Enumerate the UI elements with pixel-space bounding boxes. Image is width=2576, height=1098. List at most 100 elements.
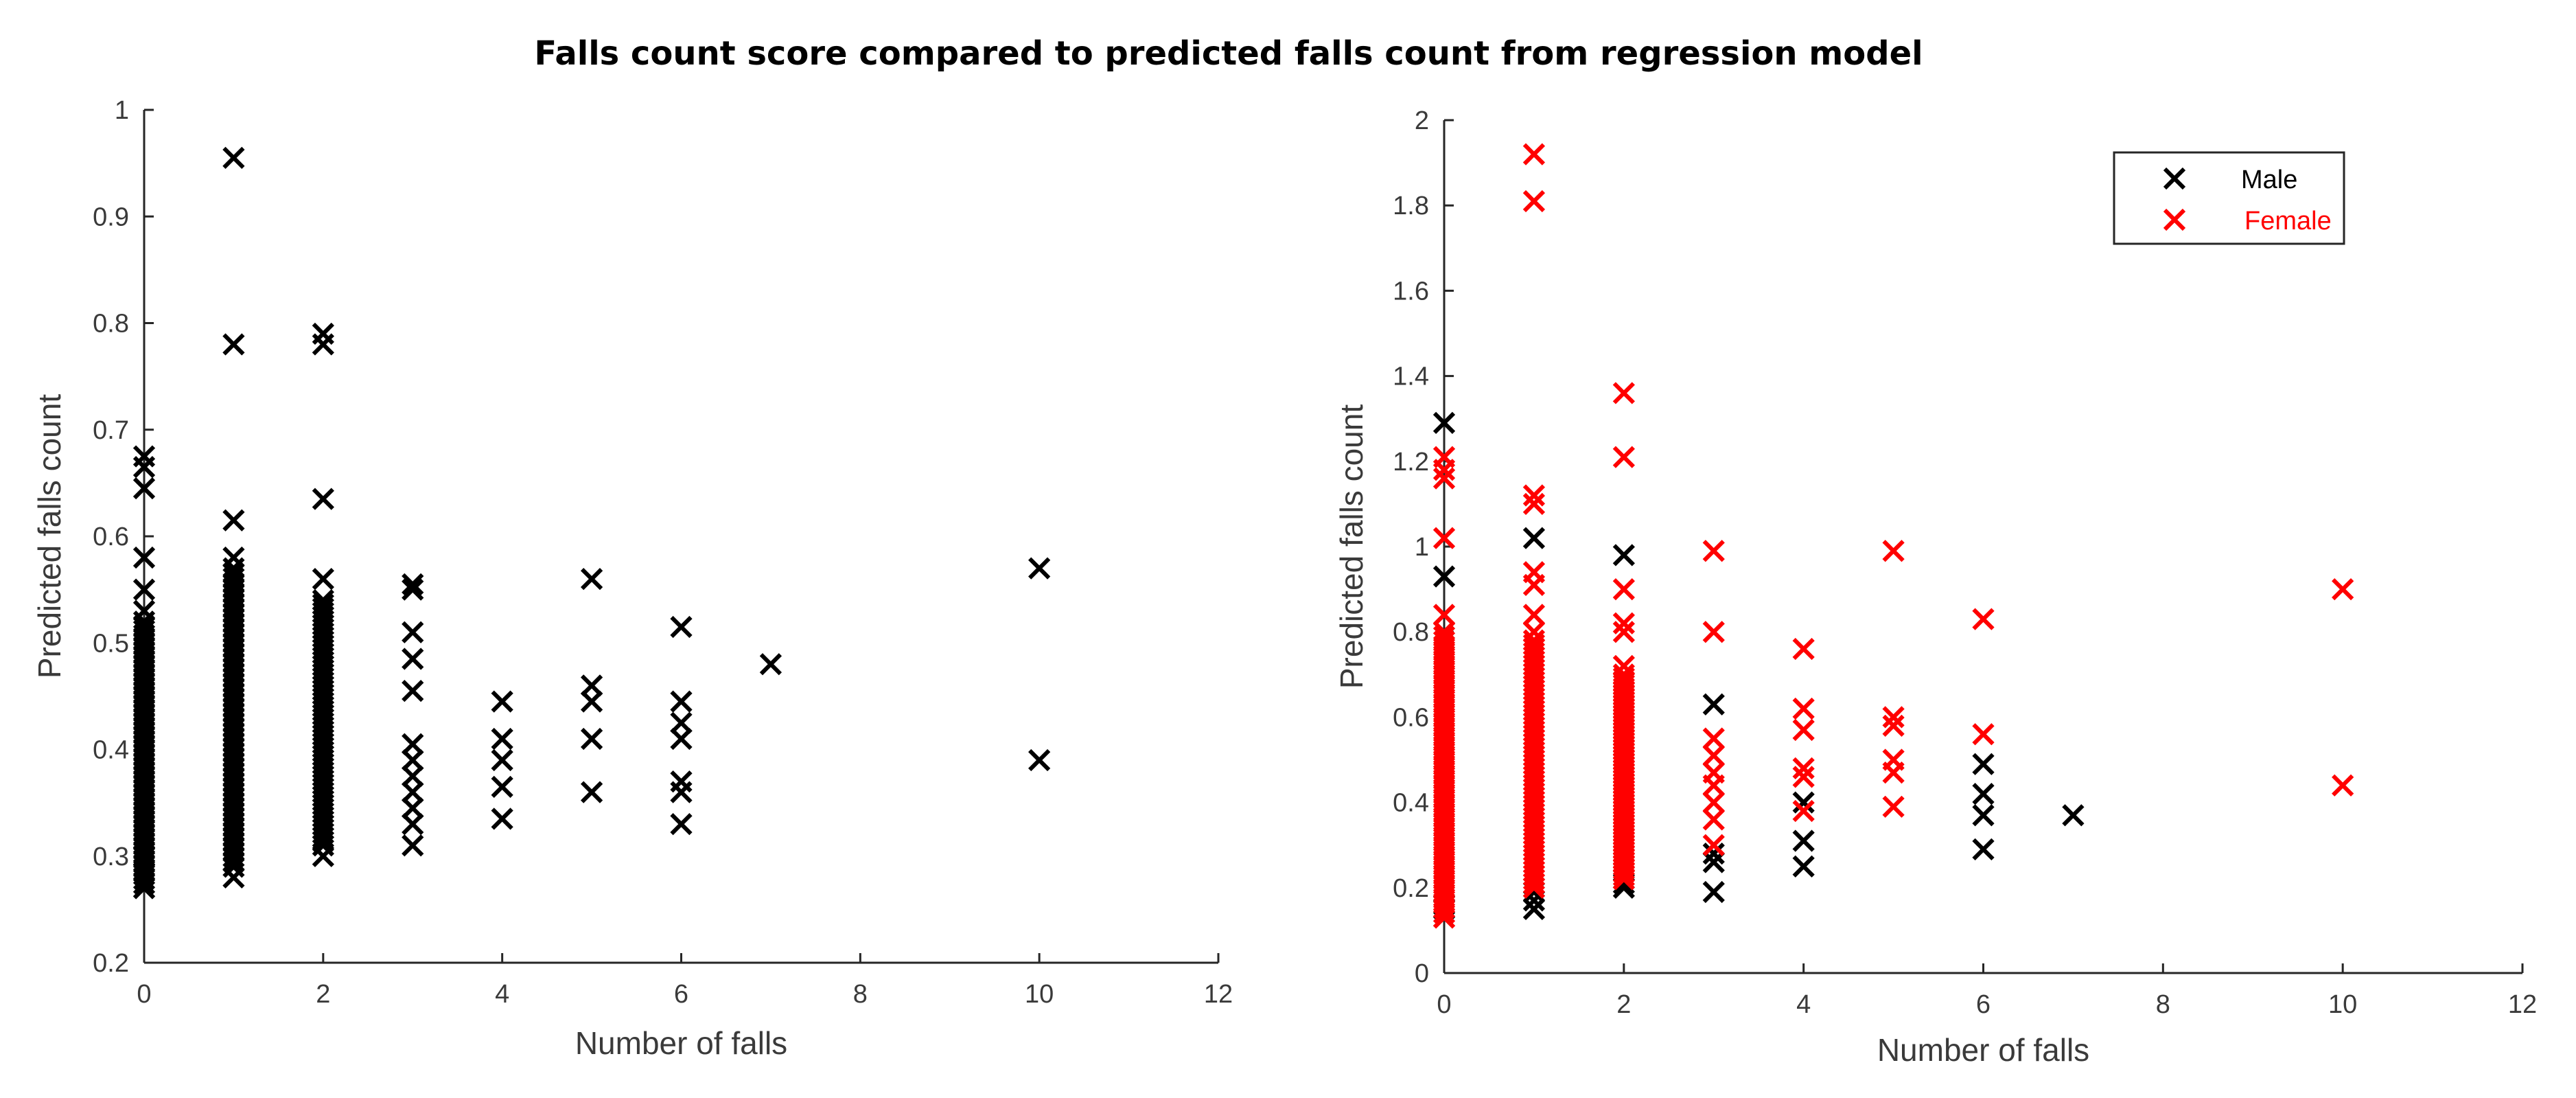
data-point [491, 690, 513, 713]
data-point [580, 727, 603, 751]
y-tick-label: 0.4 [93, 736, 129, 765]
data-point [1612, 621, 1635, 643]
data-point [1792, 637, 1815, 661]
data-point [1792, 766, 1815, 788]
data-point [402, 834, 424, 857]
x-tick-label: 10 [1025, 980, 1054, 1009]
data-point [1702, 621, 1725, 643]
data-point [132, 599, 156, 622]
data-point [1432, 565, 1456, 588]
chart-left: 0 2 4 6 8 10 12 0.2 0.3 0.4 0.5 0.6 0.7 0.8 0.9 1 Number… [32, 96, 1233, 1061]
x-tick-label: 6 [1976, 990, 1991, 1019]
data-point [670, 770, 693, 793]
data-point [1792, 757, 1815, 780]
data-point [1432, 626, 1456, 648]
data-point [312, 488, 334, 510]
data-point [1972, 753, 1995, 775]
data-point [222, 509, 245, 531]
data-point [1702, 540, 1725, 562]
data-point [1792, 791, 1815, 814]
chart-right: 0 2 4 6 8 10 12 0 0.2 0.4 0.6 0.8 1 1.2 1.4 1.6 1.8 2 Numb… [1334, 106, 2537, 1068]
y-tick-label: 1.6 [1393, 277, 1429, 306]
x-axis-label: Number of falls [1877, 1032, 2089, 1068]
data-point [1882, 748, 1905, 771]
x-tick-label: 2 [1616, 990, 1631, 1019]
y-tick-label: 1.8 [1393, 192, 1429, 220]
data-point [1792, 799, 1815, 823]
data-point [1612, 654, 1635, 678]
y-tick-label: 0.6 [93, 523, 129, 551]
data-point [1702, 744, 1725, 767]
data-point [1028, 748, 1051, 772]
y-tick-label: 0.8 [1393, 618, 1429, 647]
data-point [580, 567, 603, 591]
data-point [312, 593, 334, 616]
x-tick-label: 8 [2156, 990, 2170, 1019]
data-point [1792, 855, 1815, 878]
y-tick-label: 0.2 [93, 949, 129, 978]
data-point [1972, 608, 1995, 630]
data-point [670, 615, 693, 639]
data-point [402, 813, 424, 836]
data-point [1972, 838, 1995, 861]
data-point [1972, 723, 1995, 746]
data-point [1702, 762, 1725, 784]
data-point [1432, 527, 1456, 549]
x-tick-label: 4 [1796, 990, 1811, 1019]
y-tick-label: 1 [1415, 533, 1429, 562]
data-point [2332, 577, 2354, 601]
data-point [1432, 467, 1456, 490]
data-point [312, 567, 334, 591]
data-point [132, 546, 156, 569]
y-tick-label: 0 [1415, 959, 1429, 988]
data-point [1702, 791, 1725, 814]
y-tick-label: 2 [1415, 106, 1429, 135]
x-tick-label: 12 [1204, 980, 1233, 1009]
data-point [670, 813, 693, 836]
data-point [1612, 544, 1635, 567]
data-point [670, 690, 693, 713]
x-tick-label: 10 [2328, 990, 2357, 1019]
data-point [1792, 697, 1815, 720]
data-point [132, 477, 156, 500]
data-point [402, 648, 424, 670]
data-point [580, 781, 603, 803]
series-all [132, 146, 1051, 900]
data-point [1432, 446, 1456, 468]
data-point [312, 845, 334, 867]
data-point [312, 597, 334, 620]
data-point [1702, 851, 1725, 873]
data-point [132, 619, 156, 642]
data-point [1612, 612, 1635, 634]
y-tick-label: 0.7 [93, 416, 129, 445]
y-tick-label: 0.9 [93, 203, 129, 231]
y-tick-label: 0.4 [1393, 789, 1429, 818]
data-point [1792, 830, 1815, 852]
x-tick-label: 0 [1437, 990, 1451, 1019]
data-point [132, 877, 156, 900]
data-point [402, 621, 424, 643]
legend: Male Female [2113, 151, 2345, 245]
data-point [1882, 795, 1905, 818]
data-point [312, 589, 334, 612]
data-point [580, 690, 603, 713]
legend-box [2113, 151, 2345, 245]
data-point [402, 733, 424, 755]
data-point [1972, 804, 1995, 827]
x-axis-label: Number of falls [575, 1025, 787, 1061]
data-point [1612, 446, 1635, 468]
data-point [491, 748, 513, 772]
y-tick-label: 0.5 [93, 629, 129, 658]
data-point [402, 578, 424, 601]
data-point [1612, 382, 1635, 404]
data-point [1522, 604, 1546, 626]
y-axis-label: Predicted falls count [1334, 404, 1369, 689]
data-point [1432, 630, 1456, 653]
data-point [132, 578, 156, 601]
data-point [402, 679, 424, 702]
x-tick-label: 6 [674, 980, 688, 1009]
data-point [1522, 561, 1546, 584]
data-point [222, 333, 245, 356]
data-point [1522, 492, 1546, 516]
data-point [1432, 906, 1456, 929]
